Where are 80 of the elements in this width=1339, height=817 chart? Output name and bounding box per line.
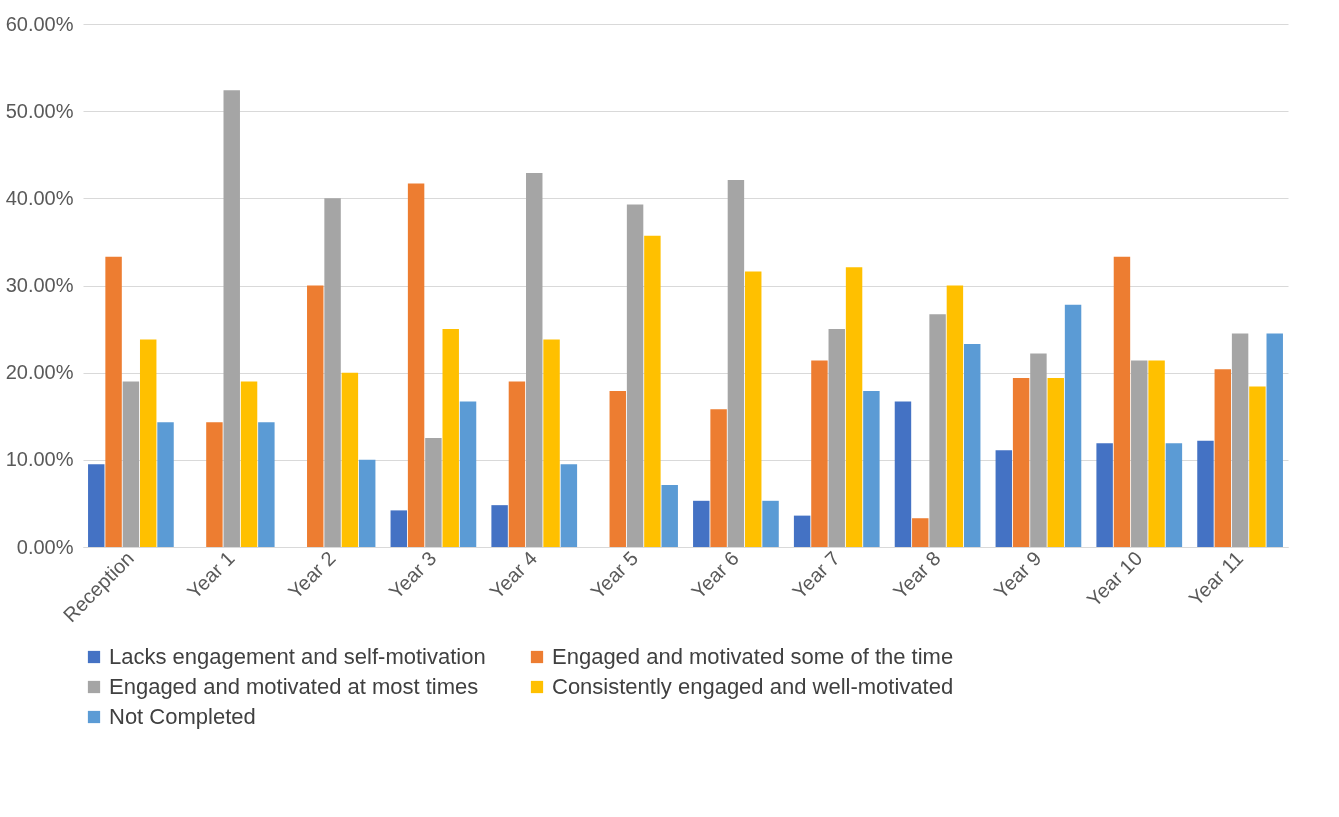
bar — [1131, 360, 1148, 547]
legend-label: Engaged and motivated at most times — [109, 674, 479, 699]
y-tick-label: 0.00% — [16, 535, 74, 558]
bar — [1047, 377, 1064, 547]
bar — [223, 90, 240, 547]
bar — [1197, 440, 1214, 547]
x-tick-label: Year 1 — [182, 547, 239, 603]
bar — [307, 285, 324, 547]
x-tick-label: Year 11 — [1184, 547, 1248, 610]
x-tick-label: Year 5 — [586, 547, 643, 603]
bar — [206, 422, 223, 547]
bar — [459, 401, 477, 547]
x-tick-label: Year 2 — [283, 547, 340, 603]
bar — [929, 314, 946, 547]
bar — [661, 485, 678, 547]
x-tick-label: Year 3 — [384, 547, 441, 603]
bar — [508, 381, 526, 547]
bar — [358, 459, 376, 547]
bar — [1012, 377, 1030, 547]
bar — [693, 500, 710, 547]
y-tick-label: 60.00% — [5, 12, 74, 35]
bar — [407, 183, 425, 547]
bar — [122, 381, 140, 547]
bar — [745, 271, 762, 547]
x-tick-label: Year 7 — [787, 547, 844, 603]
bar — [912, 518, 929, 547]
bar — [560, 464, 578, 547]
bar — [894, 401, 912, 547]
bar — [324, 198, 341, 547]
bar — [845, 267, 863, 547]
bar — [863, 390, 880, 547]
bar — [1064, 304, 1082, 547]
bar — [1113, 256, 1131, 547]
bar — [526, 173, 543, 547]
bar — [258, 422, 275, 547]
x-tick-label: Year 8 — [888, 547, 945, 603]
bar — [727, 180, 745, 547]
bar — [1231, 333, 1249, 547]
bar — [626, 204, 644, 547]
x-tick-label: Year 4 — [485, 547, 542, 603]
bar — [105, 256, 122, 547]
x-tick-label: Year 9 — [989, 547, 1046, 603]
bar — [946, 285, 964, 547]
bar — [543, 339, 560, 547]
x-tick-label: Year 6 — [687, 547, 743, 603]
bar — [1096, 443, 1113, 547]
bar — [793, 515, 811, 547]
y-tick-label: 30.00% — [5, 274, 74, 296]
bar — [964, 343, 981, 547]
bar — [157, 422, 174, 547]
bar — [1165, 443, 1183, 547]
y-tick-label: 50.00% — [5, 99, 74, 122]
bar — [811, 360, 828, 547]
y-tick-label: 40.00% — [5, 186, 74, 209]
bar — [1148, 360, 1165, 547]
bar — [644, 235, 661, 547]
bar — [995, 450, 1013, 547]
legend-label: Not Completed — [109, 704, 256, 729]
bar — [491, 505, 508, 547]
legend-label: Lacks engagement and self-motivation — [109, 644, 486, 669]
x-tick-label: Year 10 — [1082, 547, 1147, 611]
bar — [609, 390, 626, 547]
bar — [442, 329, 459, 547]
bar — [1266, 333, 1283, 547]
bar — [1214, 369, 1232, 547]
bar — [710, 409, 727, 547]
legend-label: Consistently engaged and well-motivated — [552, 674, 954, 699]
y-tick-label: 10.00% — [5, 448, 74, 471]
bar — [88, 464, 105, 547]
bar — [341, 372, 359, 547]
bar — [240, 381, 258, 547]
bar — [828, 329, 845, 547]
bar — [762, 500, 779, 547]
bar — [1249, 386, 1266, 547]
bar — [425, 438, 442, 547]
y-tick-label: 20.00% — [5, 361, 74, 384]
bar — [1030, 353, 1047, 547]
legend-label: Engaged and motivated some of the time — [552, 644, 954, 669]
bar — [390, 510, 407, 547]
bar — [139, 339, 157, 547]
